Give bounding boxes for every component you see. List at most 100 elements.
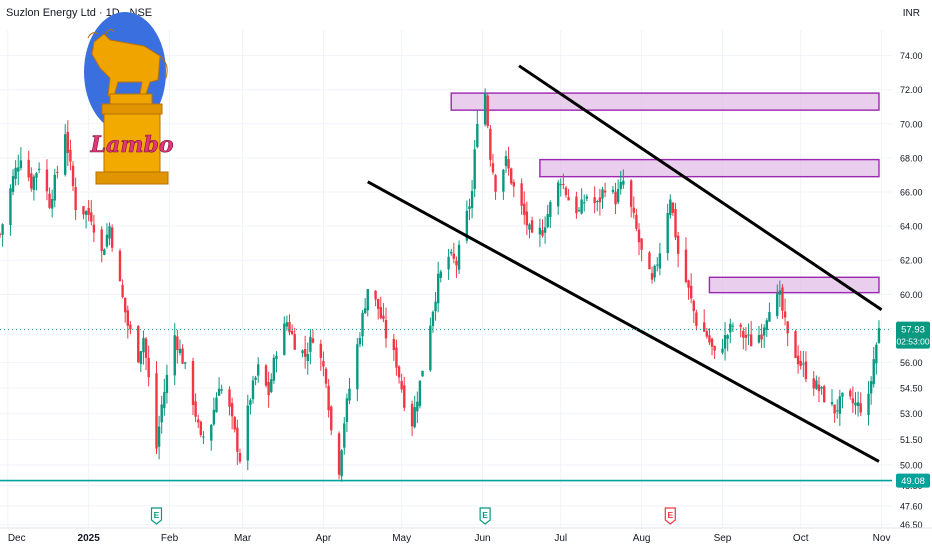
trend-line	[518, 64, 883, 311]
candle-down	[713, 345, 716, 351]
candle-down	[781, 287, 784, 311]
candle-down	[288, 322, 291, 333]
candle-down	[126, 310, 130, 326]
candle-up	[275, 355, 278, 360]
candle-down	[121, 284, 124, 297]
candles	[0, 88, 881, 482]
candle-up	[854, 402, 857, 406]
candle-down	[30, 173, 33, 189]
candle-down	[710, 338, 714, 347]
candle-down	[330, 406, 333, 431]
candle-down	[648, 252, 651, 270]
candle-down	[742, 330, 745, 338]
candle-down	[812, 378, 815, 389]
candle-down	[692, 300, 695, 312]
candle-down	[491, 163, 495, 173]
earnings-marker-badge	[150, 507, 163, 525]
candle-up	[656, 264, 659, 266]
candle-up	[160, 404, 163, 423]
candle-up	[429, 325, 432, 371]
candle-up	[306, 354, 309, 362]
candle-up	[580, 199, 583, 214]
candle-down	[510, 168, 513, 184]
candle-down	[486, 95, 489, 126]
candle-up	[165, 374, 169, 394]
candle-down	[705, 331, 709, 337]
candle-down	[82, 206, 85, 215]
candle-up	[434, 301, 437, 312]
candle-down	[833, 404, 836, 414]
candle-down	[319, 343, 323, 358]
candle-up	[559, 184, 562, 186]
candle-up	[212, 409, 216, 425]
candle-down	[676, 235, 680, 254]
candle-up	[465, 210, 469, 241]
candle-down	[87, 207, 90, 215]
candle-down	[530, 220, 534, 233]
candle-up	[348, 388, 351, 401]
candle-down	[264, 365, 268, 386]
support-tag-value: 49.08	[901, 476, 925, 487]
candle-up	[802, 363, 805, 365]
candle-up	[220, 389, 223, 391]
candle-down	[228, 389, 231, 407]
candle-down	[194, 401, 197, 417]
candle-down	[374, 290, 377, 300]
candle-up	[366, 289, 369, 311]
candle-down	[749, 334, 753, 347]
support-tag: 49.08	[896, 473, 930, 488]
y-tick-label: 68.00	[900, 153, 923, 163]
candle-down	[400, 380, 403, 390]
candle-up	[285, 322, 289, 327]
candle-down	[66, 131, 70, 153]
candle-up	[108, 226, 111, 239]
candle-down	[637, 229, 641, 243]
candle-down	[27, 159, 30, 178]
candle-up	[723, 335, 727, 349]
candle-up	[421, 370, 424, 377]
candle-up	[363, 308, 367, 314]
candle-down	[191, 360, 195, 405]
candle-up	[577, 210, 581, 212]
candle-up	[549, 202, 552, 217]
candle-up	[658, 253, 662, 269]
candle-up	[309, 336, 312, 352]
x-tick-label: Jul	[554, 533, 567, 544]
x-tick-label: Sep	[714, 533, 732, 544]
trophy-foot	[95, 171, 169, 185]
trophy-base	[103, 113, 161, 173]
price-tag-bg	[896, 321, 930, 349]
candle-up	[11, 175, 15, 192]
x-tick-label: Jun	[474, 533, 490, 544]
candle-up	[14, 167, 17, 179]
candle-down	[100, 229, 103, 251]
candle-up	[556, 182, 560, 207]
earnings-marker-label: E	[482, 510, 488, 520]
candle-up	[215, 397, 218, 413]
candle-up	[483, 93, 487, 125]
candle-down	[562, 184, 565, 186]
candle-down	[567, 197, 570, 201]
candle-up	[666, 213, 669, 254]
earnings-marker: E	[664, 507, 676, 525]
candle-up	[856, 402, 860, 406]
candle-up	[841, 392, 844, 397]
candle-down	[640, 238, 643, 250]
candle-up	[731, 325, 735, 327]
candle-up	[272, 357, 276, 381]
candle-up	[418, 380, 422, 406]
candle-up	[776, 293, 779, 316]
trophy-mid-step	[101, 103, 163, 115]
candle-down	[48, 193, 51, 208]
candle-down	[376, 299, 380, 309]
x-tick-label: May	[392, 533, 411, 544]
candle-up	[9, 188, 12, 226]
candle-down	[403, 385, 406, 408]
candle-down	[137, 326, 140, 363]
axes: 74.00 72.00 70.00 68.00 66.00 64.00 62.00 60.00…	[0, 51, 932, 544]
candle-up	[450, 251, 453, 254]
candle-down	[796, 355, 800, 365]
